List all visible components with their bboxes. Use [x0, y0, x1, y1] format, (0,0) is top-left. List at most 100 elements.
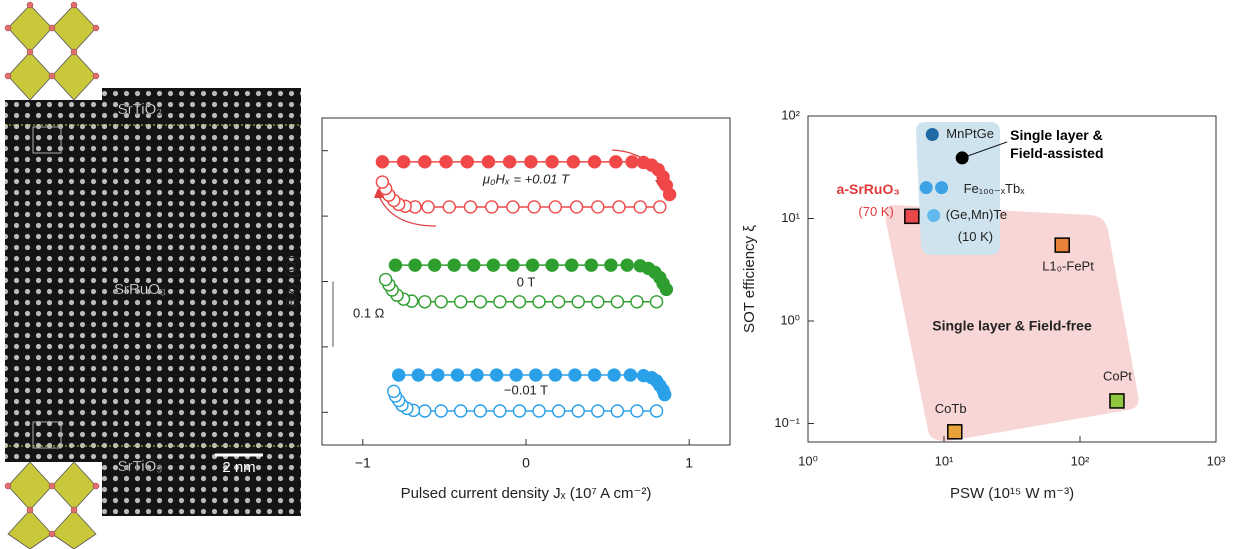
arrow-head — [374, 188, 384, 198]
data-point — [388, 258, 403, 272]
data-point — [411, 368, 425, 382]
data-point — [927, 208, 941, 222]
layer-label: SrRuO₃ — [114, 281, 166, 298]
data-point — [610, 404, 625, 418]
field-assisted-region — [916, 122, 1000, 255]
y-tick-label: 10⁰ — [780, 312, 800, 327]
point-note: (10 K) — [958, 229, 993, 244]
point-label: CoPt — [1103, 368, 1132, 383]
data-point — [935, 181, 949, 195]
data-point — [454, 404, 468, 418]
point-label: Single layer & Field-assisted — [1010, 126, 1104, 161]
scale-bar-label: 0.1 Ω — [353, 306, 385, 321]
data-point — [512, 404, 527, 418]
leader-line — [961, 141, 1008, 159]
data-point — [919, 181, 933, 195]
data-point — [591, 404, 605, 418]
data-point — [378, 272, 393, 287]
data-point — [467, 258, 481, 272]
data-point — [620, 258, 634, 272]
data-point — [489, 368, 504, 382]
data-point — [434, 404, 448, 418]
data-point — [418, 404, 432, 418]
point-label: MnPtGe — [946, 126, 994, 141]
data-point — [630, 404, 644, 418]
y-axis-label: Rxy (Ω) — [283, 256, 300, 307]
region-label: Single layer & Field-free — [932, 318, 1092, 334]
x-tick-label: 10² — [1071, 453, 1090, 468]
data-point — [649, 295, 664, 309]
stem-image — [4, 0, 301, 549]
data-point — [387, 384, 401, 399]
point-label: a-SrRuO₃ — [837, 181, 900, 197]
data-point — [1109, 393, 1125, 409]
x-tick-label: 0 — [522, 455, 530, 471]
data-point — [662, 187, 677, 202]
point-label: (Ge,Mn)Te — [946, 207, 1007, 222]
data-point — [509, 368, 523, 382]
x-tick-label: 10¹ — [935, 453, 954, 468]
data-point — [587, 155, 602, 169]
data-point — [481, 155, 496, 169]
data-point — [566, 155, 581, 169]
data-point — [396, 155, 411, 169]
x-tick-label: 1 — [685, 455, 693, 471]
x-tick-label: 10³ — [1207, 453, 1226, 468]
point-note: (70 K) — [858, 204, 893, 219]
data-point — [571, 404, 585, 418]
data-point — [1054, 237, 1070, 253]
field-free-region — [885, 205, 1139, 441]
data-point — [610, 295, 625, 309]
data-point — [506, 200, 520, 214]
data-point — [392, 368, 406, 382]
x-axis-label: Pulsed current density Jₓ (10⁷ A cm⁻²) — [401, 485, 652, 502]
arrow — [378, 195, 437, 227]
y-axis-label: SOT efficiency ξ — [741, 225, 758, 333]
data-point — [418, 295, 432, 309]
data-point — [548, 368, 563, 382]
data-point — [463, 200, 478, 214]
data-point — [947, 424, 963, 440]
data-point — [569, 200, 584, 214]
data-point — [584, 258, 598, 272]
data-point — [548, 200, 563, 214]
x-tick-label: −1 — [355, 455, 371, 471]
data-point — [485, 200, 499, 214]
data-point — [532, 404, 546, 418]
data-point — [493, 295, 507, 309]
data-point — [431, 368, 445, 382]
data-point — [609, 155, 623, 169]
loop-label: μ₀Hₓ = +0.01 T — [482, 171, 570, 186]
data-point — [470, 368, 484, 382]
data-point — [633, 200, 647, 214]
data-point — [512, 295, 527, 309]
data-point — [591, 200, 605, 214]
y-tick-label: 10⁻¹ — [774, 415, 800, 430]
scale-bar-label: 2 nm — [222, 459, 255, 476]
data-point — [418, 155, 432, 169]
data-point — [427, 258, 442, 272]
data-point — [473, 295, 488, 309]
data-point — [525, 258, 540, 272]
data-point — [551, 404, 566, 418]
plot-frame — [807, 115, 1217, 443]
data-point — [904, 208, 920, 225]
data-point — [434, 295, 448, 309]
data-point — [486, 258, 501, 272]
data-point — [454, 295, 468, 309]
data-point — [604, 258, 618, 272]
data-point — [564, 258, 579, 272]
data-point — [568, 368, 582, 382]
data-point — [545, 155, 559, 169]
data-point — [506, 258, 520, 272]
x-tick-label: 10⁰ — [798, 453, 818, 468]
data-point — [460, 155, 474, 169]
data-point — [545, 258, 559, 272]
data-point — [473, 404, 488, 418]
data-point — [375, 155, 390, 169]
data-point — [551, 295, 566, 309]
point-label: CoTb — [935, 401, 967, 416]
data-point — [623, 368, 638, 382]
